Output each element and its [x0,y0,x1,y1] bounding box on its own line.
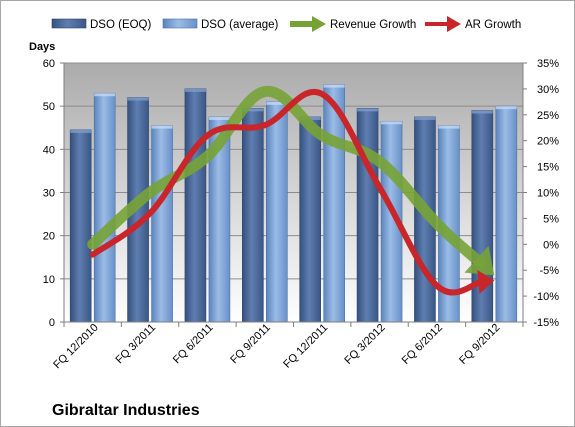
legend-label: DSO (average) [201,19,279,31]
legend-label: DSO (EOQ) [90,19,152,31]
bar-cap [495,106,517,110]
bar-dso-eoq-2 [184,88,207,323]
y-tick-label: 60 [43,58,55,70]
bar-cap [208,116,230,120]
ar-growth-line [89,89,485,296]
legend: DSO (EOQ) DSO (average) Revenue Growth AR G… [51,16,521,32]
y2-tick-label: 20% [537,136,559,148]
x-tick-label: FQ 3/2011 [114,322,159,367]
bar-cap [381,121,403,125]
bar-cap [471,110,493,114]
x-tick-label: FQ 12/2010 [51,322,101,372]
bar-dso-eoq-5 [356,108,379,323]
growth-lines [87,85,495,296]
y-tick-label: 50 [43,101,55,113]
bar-dso-eoq-4 [299,116,321,323]
y2-tick-label: 25% [537,110,559,122]
legend-item-revenue-growth: Revenue Growth [290,16,416,32]
bar-cap [242,108,264,112]
legend-swatch [51,18,87,29]
bar-cap [357,108,379,112]
y-tick-label: 30 [43,188,55,200]
y-axis-label: Days [29,41,55,53]
legend-swatch-arrow [312,16,326,32]
revenue-growth-arrowhead [464,245,495,276]
bar-cap [184,88,206,92]
bar-cap [414,116,436,120]
legend-swatch-arrow [447,16,461,32]
legend-item-dso-eoq-: DSO (EOQ) [51,18,152,31]
x-tick-label: FQ 6/2012 [400,322,445,367]
bar-dso-average-7 [495,105,518,323]
y2-tick-label: 5% [543,213,559,225]
legend-label: AR Growth [465,19,521,31]
bar-cap [151,125,173,129]
y2-tick-label: 15% [537,162,559,174]
legend-item-dso-average-: DSO (average) [162,18,279,31]
legend-label: Revenue Growth [330,19,416,31]
y-tick-label: 20 [43,231,55,243]
y2-tick-label: 30% [537,84,559,96]
bar-dso-average-0 [93,92,116,323]
bar-dso-eoq-0 [69,129,92,323]
x-tick-label: FQ 9/2012 [457,322,502,367]
bar-cap [94,93,116,97]
y2-tick-label: -5% [539,265,559,277]
bar-dso-average-1 [151,125,173,323]
y2-tick-label: -15% [533,317,559,329]
y2-tick-label: -10% [533,291,559,303]
bar-cap [438,125,460,129]
x-tick-label: FQ 12/2011 [281,322,330,371]
y-tick-label: 40 [43,144,55,156]
y-tick-label: 10 [43,274,55,286]
y2-tick-label: 10% [537,188,559,200]
company-label: Gibraltar Industries [52,402,200,419]
bar-cap [323,84,345,88]
x-tick-label: FQ 6/2011 [171,322,216,367]
y2-axis-ticks: -15% -10% -5% 0% 5% 10% 15% 20% 25% 30% 35% [523,58,559,329]
x-tick-label: FQ 3/2012 [342,322,387,367]
x-tick-label: FQ 9/2011 [228,322,273,367]
legend-item-ar-growth: AR Growth [425,16,521,32]
x-axis-ticks: FQ 12/2010 FQ 3/2011 FQ 6/2011 FQ 9/2011 FQ … [51,322,524,372]
y-axis-ticks: 0 10 20 30 40 50 60 [43,58,64,329]
legend-swatch [162,18,198,29]
bar-dso-eoq-3 [242,108,264,323]
bar-dso-average-3 [266,101,288,323]
bar-cap [70,129,92,133]
bar-cap [266,101,288,105]
y2-tick-label: 35% [537,58,559,70]
ar-growth-arrowhead [477,270,495,294]
bar-cap [127,97,149,101]
y-tick-label: 0 [49,317,55,329]
y2-tick-label: 0% [543,239,559,251]
